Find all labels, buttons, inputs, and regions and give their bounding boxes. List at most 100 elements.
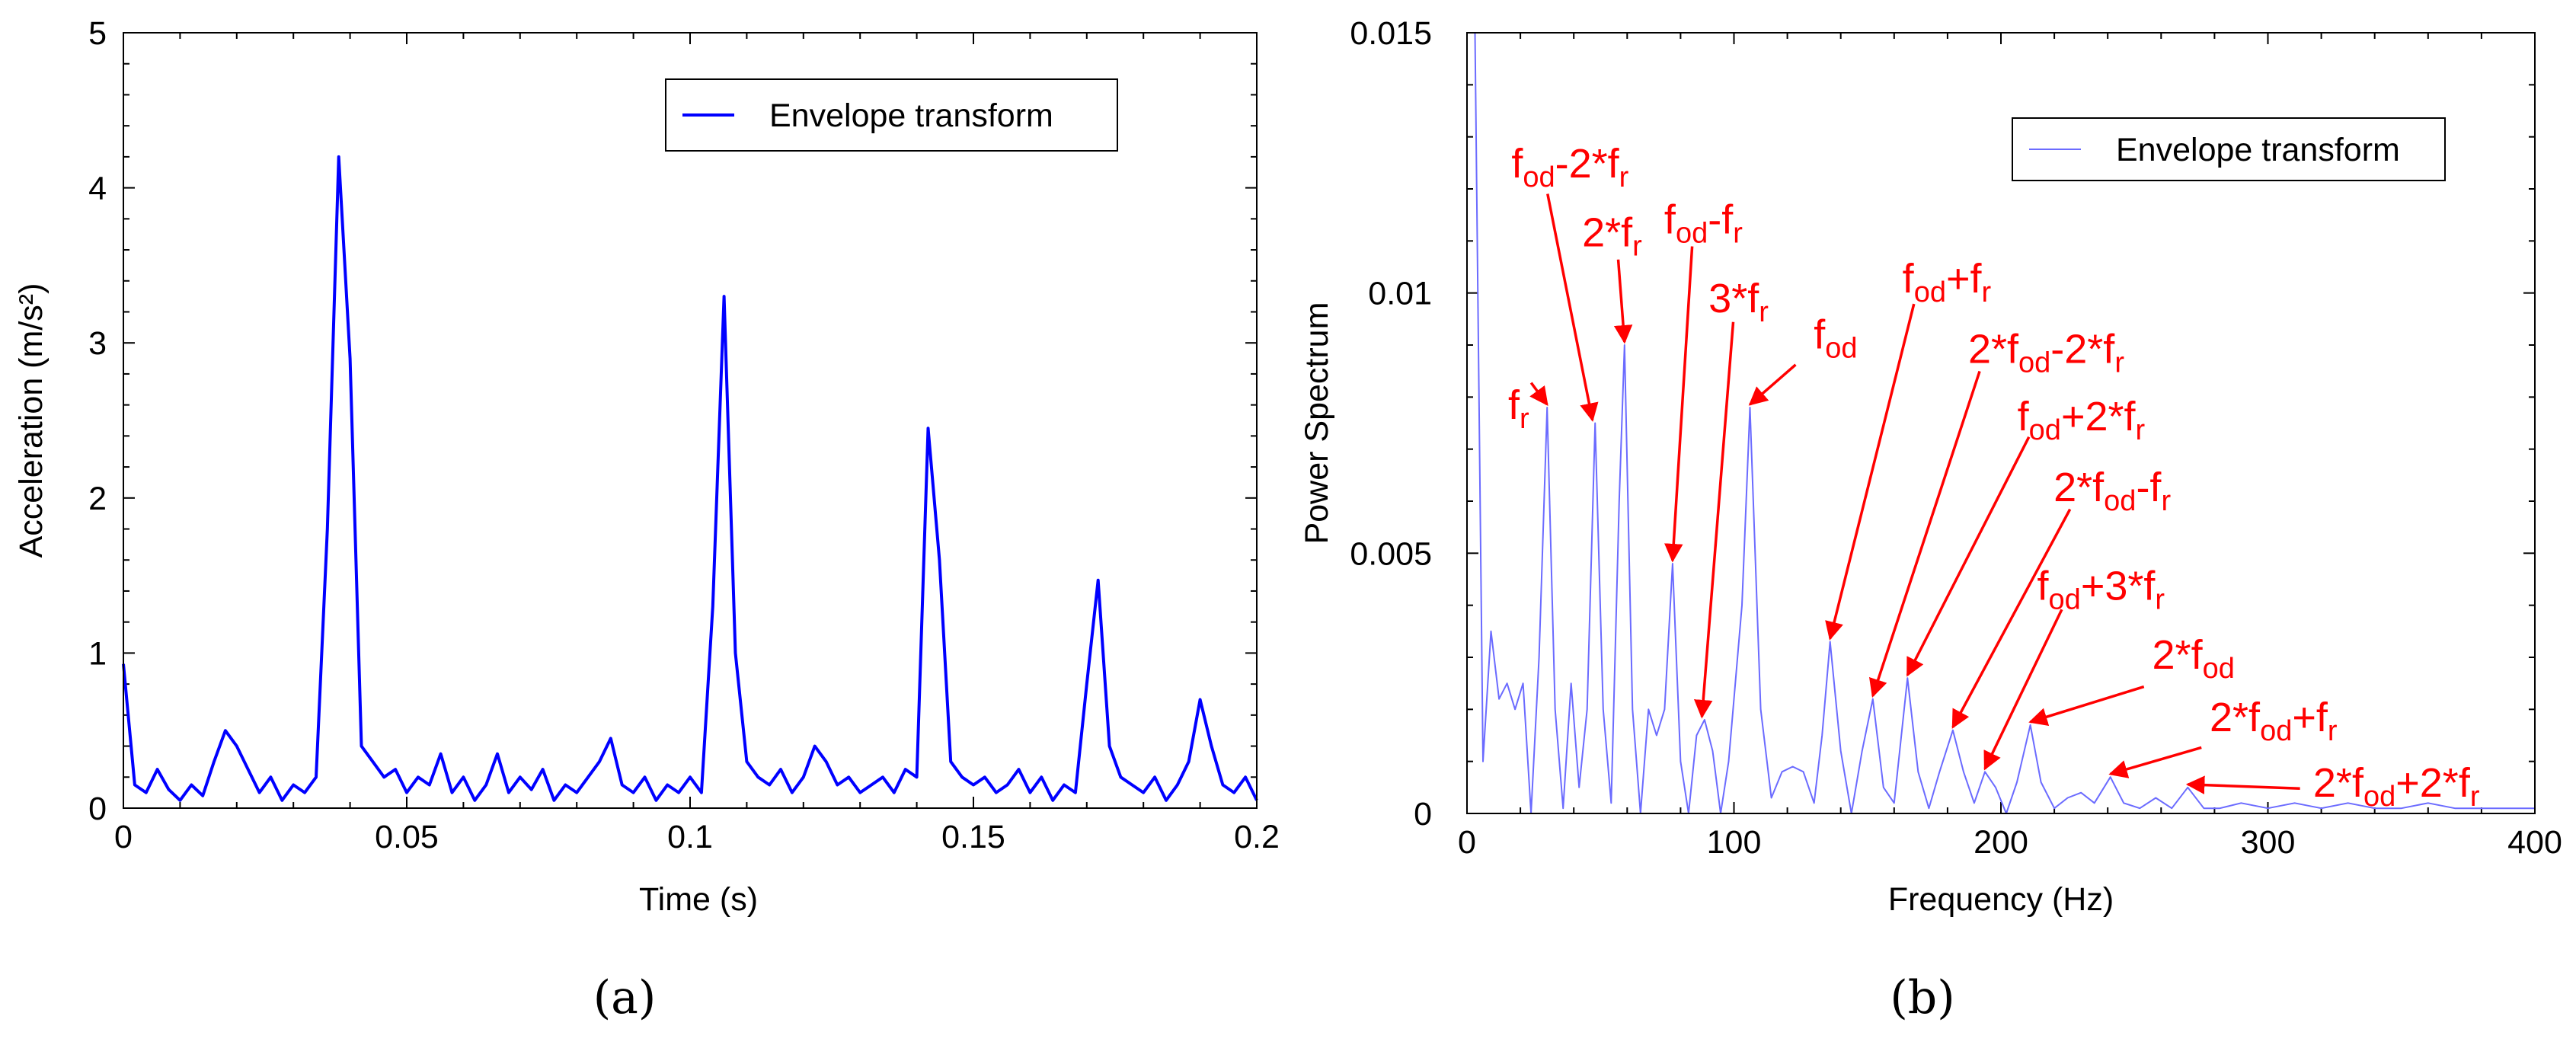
annotation-subscript: od [1676, 217, 1708, 249]
annotation-text: f [1814, 312, 1826, 357]
annotation-subscript: od [1523, 161, 1555, 193]
annotation-arrow [1664, 246, 1694, 563]
annotation-arrow [2028, 685, 2145, 727]
annotation-label: 2*fod+2*fr [2313, 760, 2480, 813]
annotation-subscript: r [1619, 161, 1629, 193]
plot-frame [123, 32, 1258, 809]
data-line [122, 155, 1258, 802]
annotation-text: f [1511, 141, 1523, 187]
annotation-arrow [1693, 321, 1735, 719]
y-tick-label: 0.015 [1350, 15, 1432, 52]
annotation-text: -f [1708, 197, 1734, 242]
annotation-subscript: r [1632, 231, 1642, 263]
x-tick-label: 0 [1458, 824, 1476, 861]
chart-panel: 0 100 200 300 400 0 0.005 0.01 0.015 Envelope tra… [1299, 15, 2562, 1024]
data-line [1467, 32, 2535, 814]
annotation-text: 2*f [1968, 327, 2019, 372]
annotation-subscript: r [1733, 217, 1743, 249]
annotation-text: -f [2136, 465, 2162, 510]
annotation-text: +f [2292, 695, 2328, 740]
annotation-text: f [1903, 256, 1915, 302]
annotation-label: fod+3*fr [2037, 563, 2165, 615]
annotation-label: fod-2*fr [1511, 141, 1628, 193]
y-tick-label: 0.005 [1350, 535, 1432, 572]
annotation-text: +2*f [2061, 394, 2137, 439]
annotation-arrow [2185, 775, 2300, 794]
annotation-arrow [1906, 436, 2031, 677]
annotation-subscript: r [2161, 485, 2171, 517]
annotation-arrow [2108, 746, 2202, 778]
annotation-subscript: od [2363, 781, 2395, 813]
plot-frame [1466, 32, 2536, 814]
legend-box [2012, 117, 2446, 181]
caption: (b) [1890, 971, 1954, 1024]
y-tick-label: 2 [88, 481, 107, 517]
annotation-text: f [2037, 563, 2050, 609]
annotation-text: 2*f [2313, 760, 2364, 806]
x-tick-label: 400 [2507, 824, 2562, 861]
annotation-label: fod+2*fr [2018, 394, 2146, 446]
annotation-label: 2*fr [1582, 210, 1642, 263]
y-tick-label: 5 [88, 15, 107, 52]
annotation-label: fr [1508, 382, 1529, 435]
annotation-subscript: od [1825, 332, 1857, 364]
annotation-label: fod+fr [1903, 256, 1992, 308]
annotation-subscript: od [1914, 276, 1946, 308]
annotation-text: 2*f [2153, 632, 2204, 678]
annotation-text: 2*f [1582, 210, 1633, 256]
x-tick-label: 0 [114, 819, 133, 855]
annotation-subscript: od [2260, 715, 2292, 747]
annotation-arrow [1869, 370, 1981, 698]
annotation-text: +3*f [2081, 563, 2156, 609]
annotation-text: -2*f [1555, 141, 1620, 187]
annotation-text: +f [1946, 256, 1983, 302]
annotation-subscript: r [1759, 296, 1769, 328]
annotation-subscript: r [2136, 414, 2146, 446]
x-tick-label: 300 [2241, 824, 2296, 861]
annotation-label: fod-fr [1664, 197, 1743, 249]
y-tick-label: 1 [88, 635, 107, 672]
annotation-subscript: r [2328, 715, 2338, 747]
y-tick-label: 0.01 [1368, 276, 1432, 312]
chart-panel: 0 0.05 0.1 0.15 0.2 0 1 2 3 4 5 Envelope transform T… [13, 15, 1280, 1024]
x-tick-label: 0.2 [1234, 819, 1280, 855]
annotation-arrow [1825, 303, 1916, 641]
annotation-text: 2*f [2053, 465, 2105, 510]
annotation-text: f [1664, 197, 1676, 242]
y-tick-label: 4 [88, 171, 107, 207]
annotation-subscript: od [2104, 485, 2136, 517]
x-tick-label: 200 [1974, 824, 2028, 861]
y-tick-label: 0 [1414, 796, 1432, 833]
x-tick-label: 0.05 [375, 819, 439, 855]
annotation-text: f [2018, 394, 2030, 439]
annotation-label: 3*fr [1708, 276, 1769, 328]
annotation-subscript: od [2029, 414, 2061, 446]
legend-label: Envelope transform [2116, 132, 2400, 168]
annotation-arrow [1613, 259, 1633, 344]
x-axis-title: Frequency (Hz) [1888, 881, 2114, 918]
annotation-arrow [1951, 508, 2072, 729]
annotation-text: 3*f [1708, 276, 1759, 321]
y-axis-title: Power Spectrum [1299, 302, 1335, 545]
annotation-subscript: od [2203, 653, 2235, 685]
annotation-arrow [1529, 382, 1548, 406]
y-tick-label: 0 [88, 791, 107, 827]
annotation-label: 2*fod-fr [2053, 465, 2171, 517]
x-axis-title: Time (s) [639, 881, 758, 918]
y-tick-label: 3 [88, 325, 107, 362]
annotation-subscript: r [2470, 781, 2480, 813]
annotation-subscript: r [2114, 347, 2124, 379]
legend-box [665, 78, 1118, 152]
annotation-subscript: od [2018, 347, 2050, 379]
annotation-label: 2*fod+fr [2210, 695, 2338, 747]
caption: (a) [593, 971, 657, 1024]
annotation-arrow [1983, 609, 2063, 771]
annotation-label: fod [1814, 312, 1857, 364]
x-tick-label: 0.1 [667, 819, 713, 855]
annotation-text: -2*f [2050, 327, 2115, 372]
annotation-subscript: od [2049, 583, 2081, 615]
annotation-arrow [1748, 363, 1797, 406]
annotation-subscript: r [2155, 583, 2165, 615]
x-tick-label: 100 [1707, 824, 1762, 861]
